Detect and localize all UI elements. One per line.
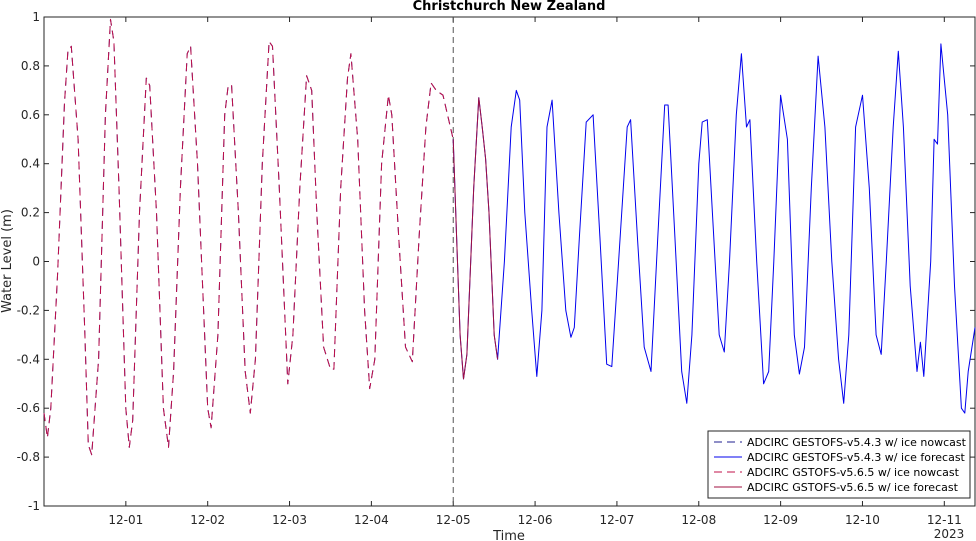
year-label: 2023 — [934, 527, 965, 541]
y-tick-label: -0.6 — [17, 401, 40, 415]
y-tick-label: 0.2 — [21, 206, 40, 220]
y-tick-label: 0 — [32, 255, 40, 269]
y-tick-label: -0.2 — [17, 303, 40, 317]
x-tick-label: 12-01 — [108, 513, 143, 527]
series-line-3 — [452, 97, 499, 380]
y-tick-label: -1 — [28, 499, 40, 513]
legend-label: ADCIRC GSTOFS-v5.6.5 w/ ice nowcast — [747, 466, 960, 479]
x-tick-label: 12-03 — [272, 513, 307, 527]
chart-title: Christchurch New Zealand — [413, 0, 606, 14]
x-tick-label: 12-05 — [436, 513, 471, 527]
y-tick-label: -0.4 — [17, 352, 40, 366]
y-tick-label: 1 — [32, 10, 40, 24]
legend: ADCIRC GESTOFS-v5.4.3 w/ ice nowcast ADCI… — [707, 430, 971, 499]
x-tick-label: 12-02 — [190, 513, 225, 527]
x-tick-label: 12-08 — [681, 513, 716, 527]
series-group — [43, 18, 976, 456]
x-tick-label: 12-07 — [599, 513, 634, 527]
y-tick-label: 0.6 — [21, 108, 40, 122]
series-line-1 — [452, 43, 976, 414]
y-axis: -1 -0.8 -0.6 -0.4 -0.2 0 0.2 0.4 0.6 0.8 1 — [17, 10, 975, 513]
x-axis-label: Time — [492, 529, 525, 541]
plot-area — [43, 16, 976, 507]
y-tick-label: 0.8 — [21, 59, 40, 73]
legend-label: ADCIRC GSTOFS-v5.6.5 w/ ice forecast — [747, 481, 959, 494]
legend-label: ADCIRC GESTOFS-v5.4.3 w/ ice forecast — [747, 451, 966, 464]
y-axis-label: Water Level (m) — [0, 209, 15, 313]
x-tick-label: 12-11 — [927, 513, 962, 527]
legend-box — [707, 430, 971, 499]
x-tick-label: 12-10 — [845, 513, 880, 527]
y-tick-label: 0.4 — [21, 157, 40, 171]
x-axis: 12-01 12-02 12-03 12-04 12-05 12-06 12-07 12-08… — [108, 17, 962, 527]
y-tick-label: -0.8 — [17, 450, 40, 464]
x-tick-label: 12-06 — [518, 513, 553, 527]
x-tick-label: 12-09 — [763, 513, 798, 527]
x-tick-label: 12-04 — [354, 513, 389, 527]
legend-label: ADCIRC GESTOFS-v5.4.3 w/ ice nowcast — [747, 436, 967, 449]
